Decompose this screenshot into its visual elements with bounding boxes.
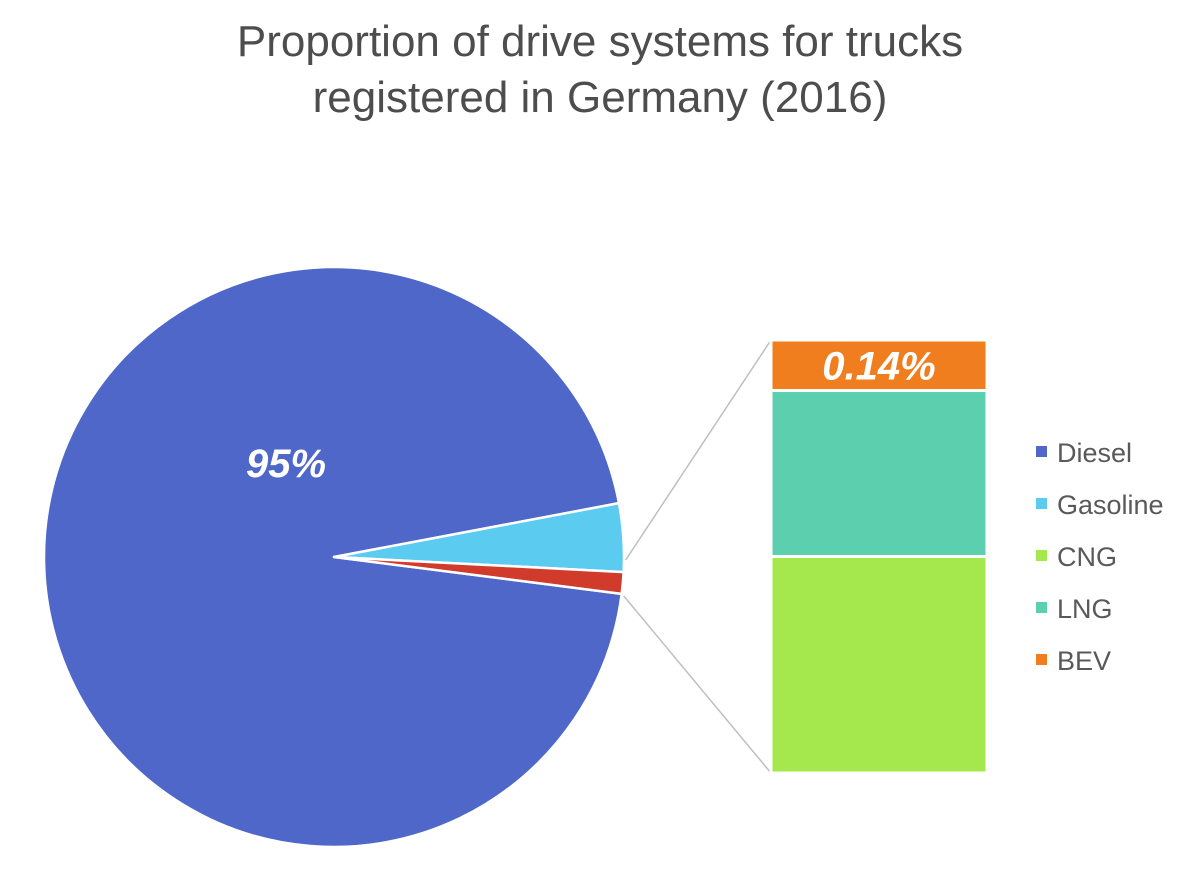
legend-label-gasoline: Gasoline bbox=[1057, 490, 1164, 520]
chart-title-line-1: Proportion of drive systems for trucks bbox=[236, 17, 964, 66]
legend-item-diesel: Diesel bbox=[1036, 438, 1132, 468]
legend-swatch-gasoline bbox=[1036, 498, 1047, 509]
connector-line-bottom bbox=[623, 595, 772, 774]
data-labels: 95% 0.14% bbox=[246, 344, 936, 486]
legend-item-gasoline: Gasoline bbox=[1036, 490, 1164, 520]
bar-segment-lng bbox=[769, 389, 989, 558]
bar-segment-cng bbox=[769, 555, 989, 775]
legend-item-lng: LNG bbox=[1036, 594, 1113, 624]
data-label-diesel: 95% bbox=[246, 442, 326, 486]
legend-swatch-lng bbox=[1036, 602, 1047, 613]
legend-label-cng: CNG bbox=[1057, 542, 1117, 572]
connector-line-top bbox=[624, 339, 772, 561]
legend-item-cng: CNG bbox=[1036, 542, 1117, 572]
legend: Diesel Gasoline CNG LNG BEV bbox=[1036, 438, 1164, 676]
legend-label-bev: BEV bbox=[1057, 646, 1111, 676]
data-label-bev: 0.14% bbox=[822, 344, 935, 388]
connector-lines bbox=[623, 339, 772, 774]
legend-label-lng: LNG bbox=[1057, 594, 1113, 624]
breakout-bar bbox=[769, 338, 989, 775]
bar-segment-bev bbox=[769, 338, 989, 393]
chart-title: Proportion of drive systems for trucks r… bbox=[100, 14, 1100, 126]
legend-swatch-bev bbox=[1036, 654, 1047, 665]
legend-swatch-diesel bbox=[1036, 446, 1047, 457]
legend-swatch-cng bbox=[1036, 550, 1047, 561]
pie-group bbox=[42, 265, 626, 849]
pie-slice-other bbox=[332, 555, 625, 596]
legend-label-diesel: Diesel bbox=[1057, 438, 1132, 468]
legend-item-bev: BEV bbox=[1036, 646, 1111, 676]
chart-title-line-2: registered in Germany (2016) bbox=[312, 73, 888, 122]
